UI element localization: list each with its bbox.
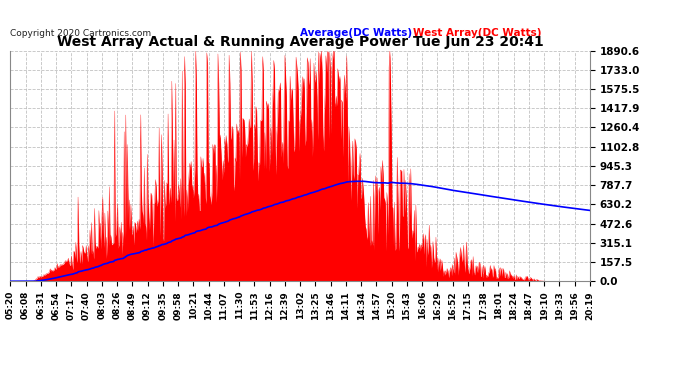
Title: West Array Actual & Running Average Power Tue Jun 23 20:41: West Array Actual & Running Average Powe… xyxy=(57,36,544,50)
Text: Average(DC Watts): Average(DC Watts) xyxy=(300,28,412,38)
Text: Copyright 2020 Cartronics.com: Copyright 2020 Cartronics.com xyxy=(10,29,152,38)
Text: West Array(DC Watts): West Array(DC Watts) xyxy=(413,28,542,38)
